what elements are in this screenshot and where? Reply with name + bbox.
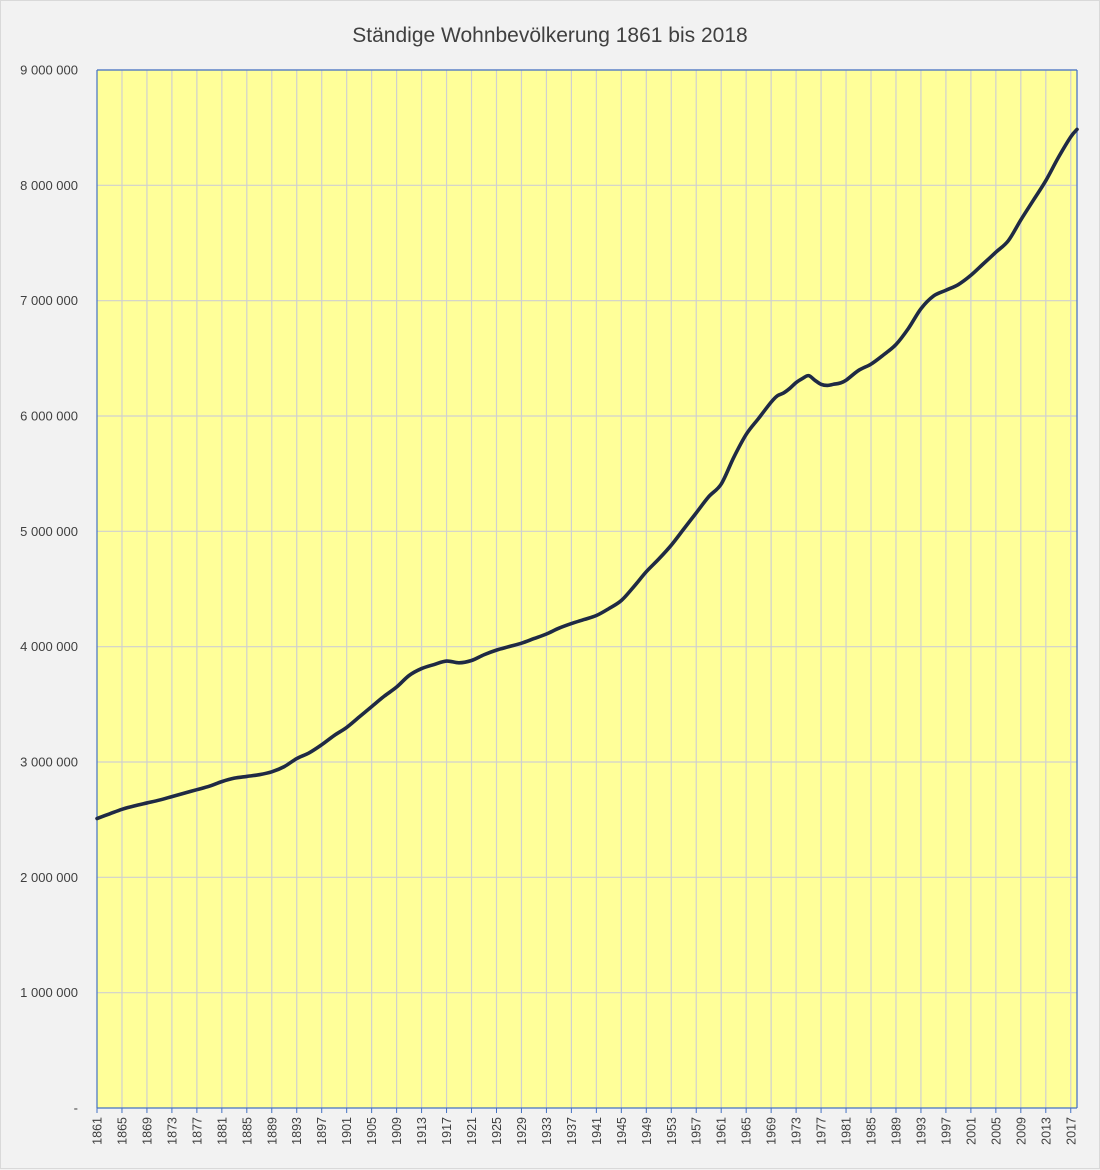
x-tick-label: 1893 bbox=[290, 1117, 304, 1145]
x-tick-label: 2001 bbox=[964, 1117, 978, 1145]
x-tick-label: 1901 bbox=[340, 1117, 354, 1145]
y-tick-label: 1 000 000 bbox=[20, 985, 78, 1000]
x-tick-label: 1965 bbox=[740, 1117, 754, 1145]
y-tick-label: 4 000 000 bbox=[20, 639, 78, 654]
x-tick-label: 1945 bbox=[615, 1117, 629, 1145]
y-tick-label: 6 000 000 bbox=[20, 409, 78, 424]
y-tick-label: 9 000 000 bbox=[20, 63, 78, 78]
x-tick-label: 1917 bbox=[440, 1117, 454, 1145]
y-tick-label: 8 000 000 bbox=[20, 178, 78, 193]
x-tick-label: 1989 bbox=[889, 1117, 903, 1145]
x-tick-label: 2017 bbox=[1064, 1117, 1078, 1145]
x-tick-label: 1913 bbox=[415, 1117, 429, 1145]
x-tick-label: 1993 bbox=[914, 1117, 928, 1145]
plot-background bbox=[97, 70, 1077, 1108]
x-tick-label: 1869 bbox=[140, 1117, 154, 1145]
plot-area: - 1 000 000 2 000 000 3 000 000 4 000 000 5 0… bbox=[20, 63, 1079, 1145]
y-tick-label: 3 000 000 bbox=[20, 755, 78, 770]
x-tick-label: 1865 bbox=[115, 1117, 129, 1145]
x-tick-label: 1877 bbox=[190, 1117, 204, 1145]
x-tick-label: 2005 bbox=[989, 1117, 1003, 1145]
population-line bbox=[95, 127, 1079, 821]
y-tick-label: - bbox=[74, 1101, 78, 1116]
x-tick-label: 1921 bbox=[465, 1117, 479, 1145]
x-tick-label: 1909 bbox=[390, 1117, 404, 1145]
x-tick-label: 1985 bbox=[865, 1117, 879, 1145]
x-tick-label: 1861 bbox=[91, 1117, 105, 1145]
y-tick-label: 2 000 000 bbox=[20, 870, 78, 885]
x-tick-label: 1925 bbox=[490, 1117, 504, 1145]
x-tick-label: 1929 bbox=[515, 1117, 529, 1145]
x-tick-label: 1937 bbox=[565, 1117, 579, 1145]
y-tick-label: 5 000 000 bbox=[20, 524, 78, 539]
x-tick-label: 1941 bbox=[590, 1117, 604, 1145]
x-tick-label: 2013 bbox=[1039, 1117, 1053, 1145]
x-tick-label: 1961 bbox=[715, 1117, 729, 1145]
x-tick-label: 1973 bbox=[790, 1117, 804, 1145]
x-tick-label: 1953 bbox=[665, 1117, 679, 1145]
x-tick-label: 2009 bbox=[1014, 1117, 1028, 1145]
x-tick-label: 1981 bbox=[840, 1117, 854, 1145]
x-tick-label: 1897 bbox=[315, 1117, 329, 1145]
x-tick-label: 1977 bbox=[815, 1117, 829, 1145]
x-tick-label: 1889 bbox=[265, 1117, 279, 1145]
x-tick-label: 1969 bbox=[765, 1117, 779, 1145]
chart-title: Ständige Wohnbevölkerung 1861 bis 2018 bbox=[352, 24, 747, 47]
x-tick-label: 1957 bbox=[690, 1117, 704, 1145]
x-tick-label: 1885 bbox=[240, 1117, 254, 1145]
x-tick-label: 1933 bbox=[540, 1117, 554, 1145]
x-tick-label: 1905 bbox=[365, 1117, 379, 1145]
x-tick-label: 1881 bbox=[215, 1117, 229, 1145]
x-tick-label: 1873 bbox=[165, 1117, 179, 1145]
y-tick-label: 7 000 000 bbox=[20, 293, 78, 308]
x-tick-label: 1997 bbox=[939, 1117, 953, 1145]
x-tick-label: 1949 bbox=[640, 1117, 654, 1145]
